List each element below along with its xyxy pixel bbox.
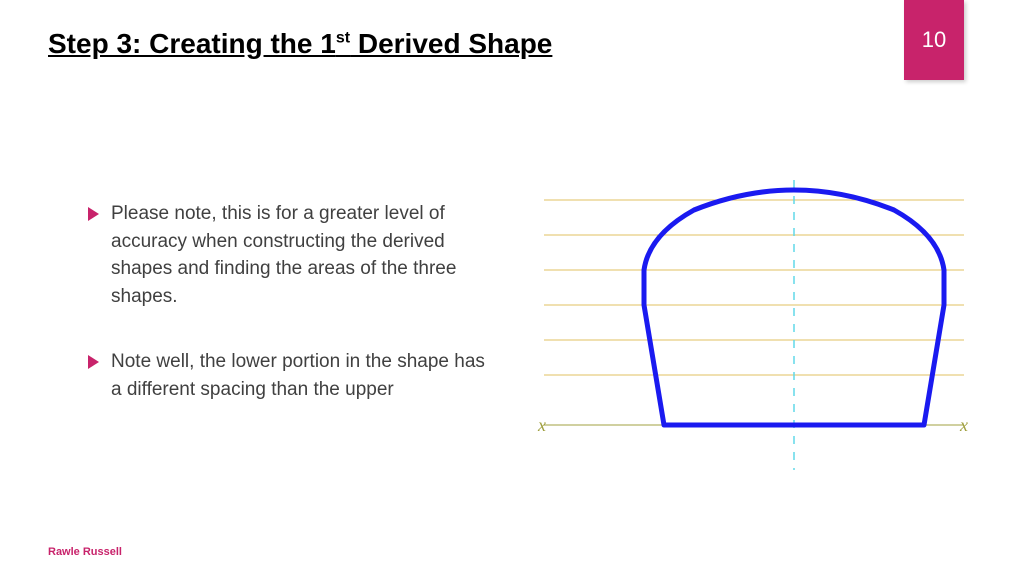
- bullet-text: Note well, the lower portion in the shap…: [111, 348, 488, 403]
- list-item: Note well, the lower portion in the shap…: [88, 348, 488, 403]
- list-item: Please note, this is for a greater level…: [88, 200, 488, 310]
- bullet-marker-icon: [88, 355, 99, 369]
- svg-text:x: x: [959, 415, 968, 435]
- bullet-text: Please note, this is for a greater level…: [111, 200, 488, 310]
- slide-number: 10: [922, 27, 946, 53]
- title-prefix: Step 3: Creating the 1: [48, 28, 336, 59]
- footer-author: Rawle Russell: [48, 546, 122, 558]
- slide-title: Step 3: Creating the 1st Derived Shape: [48, 28, 552, 60]
- title-super: st: [336, 30, 350, 47]
- slide-number-tab: 10: [904, 0, 964, 80]
- bullet-marker-icon: [88, 207, 99, 221]
- title-suffix: Derived Shape: [350, 28, 552, 59]
- svg-text:x: x: [537, 415, 546, 435]
- bullet-list: Please note, this is for a greater level…: [88, 200, 488, 441]
- derived-shape-diagram: x x: [534, 180, 974, 480]
